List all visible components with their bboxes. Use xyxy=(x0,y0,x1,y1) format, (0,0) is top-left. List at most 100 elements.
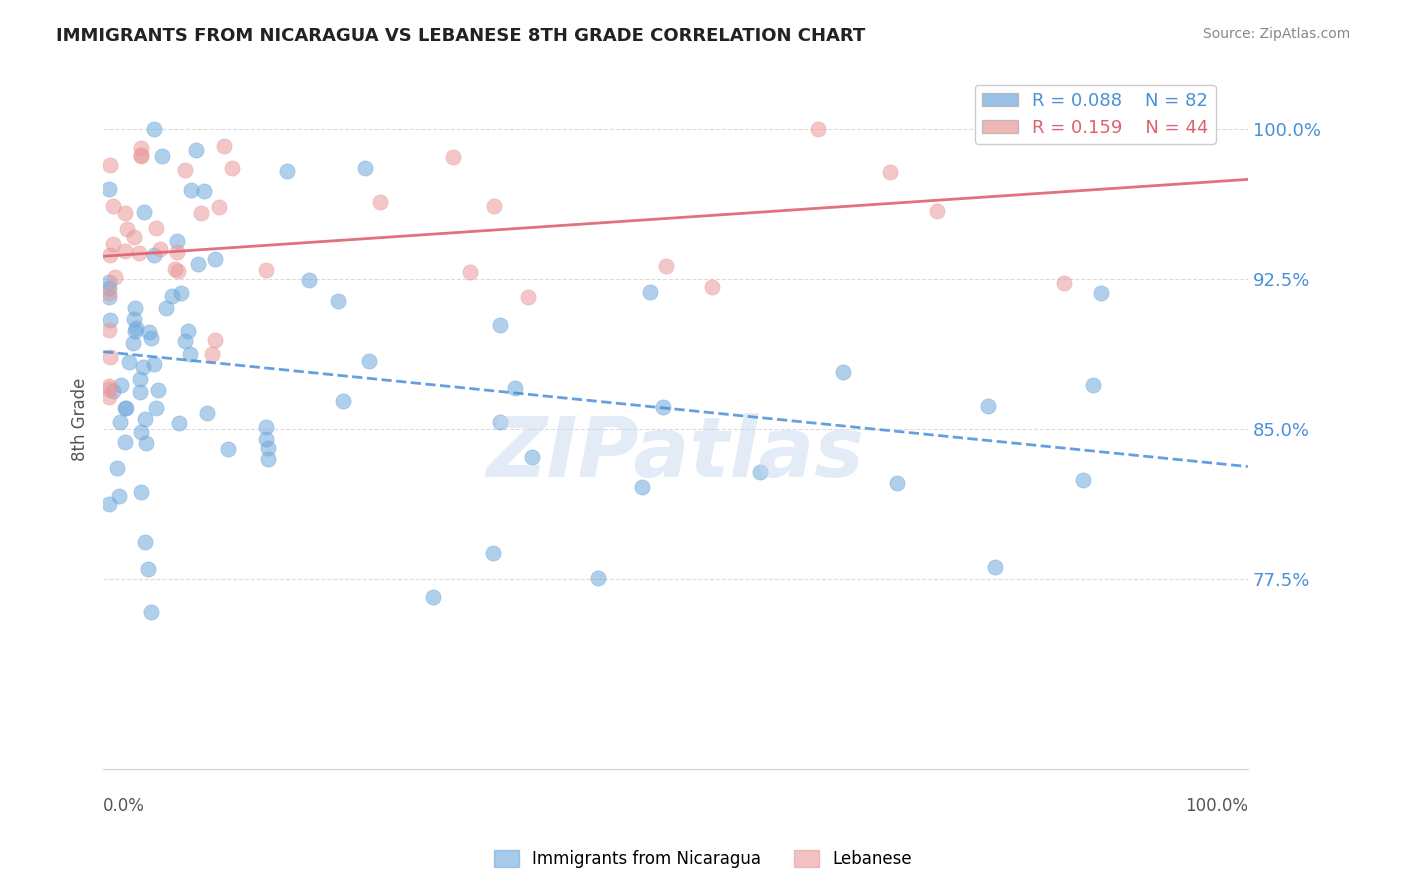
Point xyxy=(276,163,298,178)
Point xyxy=(108,415,131,429)
Point xyxy=(103,237,125,252)
Point xyxy=(139,605,162,619)
Point xyxy=(193,184,215,198)
Point xyxy=(97,497,120,511)
Y-axis label: 8th Grade: 8th Grade xyxy=(72,377,89,460)
Point xyxy=(97,276,120,290)
Text: Source: ZipAtlas.com: Source: ZipAtlas.com xyxy=(1202,27,1350,41)
Point xyxy=(131,149,153,163)
Point xyxy=(201,347,224,361)
Legend: R = 0.088    N = 82, R = 0.159    N = 44: R = 0.088 N = 82, R = 0.159 N = 44 xyxy=(974,85,1216,144)
Point xyxy=(221,161,243,176)
Point xyxy=(97,182,120,196)
Point xyxy=(115,401,138,416)
Point xyxy=(128,372,150,386)
Point xyxy=(138,325,160,339)
Point xyxy=(326,294,349,309)
Point xyxy=(184,143,207,157)
Point xyxy=(586,571,609,585)
Point xyxy=(517,290,540,304)
Point xyxy=(214,139,236,153)
Point xyxy=(145,221,167,235)
Point xyxy=(651,400,673,414)
Point xyxy=(136,562,159,576)
Text: IMMIGRANTS FROM NICARAGUA VS LEBANESE 8TH GRADE CORRELATION CHART: IMMIGRANTS FROM NICARAGUA VS LEBANESE 8T… xyxy=(56,27,866,45)
Point xyxy=(110,377,132,392)
Point xyxy=(97,390,120,404)
Point xyxy=(98,248,121,262)
Point xyxy=(886,475,908,490)
Point xyxy=(180,183,202,197)
Point xyxy=(638,285,661,299)
Point xyxy=(179,347,201,361)
Point xyxy=(150,149,173,163)
Point xyxy=(118,355,141,369)
Point xyxy=(129,425,152,440)
Point xyxy=(129,384,152,399)
Point xyxy=(166,245,188,260)
Point xyxy=(422,590,444,604)
Point xyxy=(97,290,120,304)
Point xyxy=(124,229,146,244)
Point xyxy=(749,465,772,479)
Point xyxy=(114,206,136,220)
Point xyxy=(98,350,121,364)
Text: 100.0%: 100.0% xyxy=(1185,797,1249,815)
Point xyxy=(135,435,157,450)
Point xyxy=(195,406,218,420)
Point xyxy=(1090,285,1112,300)
Point xyxy=(174,334,197,348)
Point xyxy=(97,379,120,393)
Point xyxy=(160,289,183,303)
Point xyxy=(359,354,381,368)
Point xyxy=(173,162,195,177)
Point xyxy=(145,401,167,415)
Point xyxy=(257,441,280,455)
Point xyxy=(124,324,146,338)
Point xyxy=(700,280,723,294)
Point xyxy=(125,321,148,335)
Point xyxy=(1018,121,1040,136)
Point xyxy=(630,480,652,494)
Point xyxy=(170,286,193,301)
Point xyxy=(143,248,166,262)
Point xyxy=(441,150,464,164)
Point xyxy=(97,281,120,295)
Point xyxy=(139,330,162,344)
Point xyxy=(217,442,239,456)
Point xyxy=(298,273,321,287)
Point xyxy=(354,161,377,175)
Point xyxy=(254,432,277,446)
Point xyxy=(134,534,156,549)
Point xyxy=(98,313,121,327)
Point xyxy=(134,205,156,219)
Text: ZIPatlas: ZIPatlas xyxy=(486,414,865,494)
Point xyxy=(166,234,188,248)
Point xyxy=(143,121,166,136)
Point xyxy=(190,206,212,220)
Point xyxy=(124,311,146,326)
Point xyxy=(167,416,190,430)
Point xyxy=(522,450,544,465)
Legend: Immigrants from Nicaragua, Lebanese: Immigrants from Nicaragua, Lebanese xyxy=(486,843,920,875)
Point xyxy=(117,222,139,236)
Point xyxy=(332,393,354,408)
Point xyxy=(257,452,280,467)
Point xyxy=(146,383,169,397)
Point xyxy=(114,401,136,415)
Point xyxy=(1081,378,1104,392)
Point xyxy=(177,324,200,338)
Point xyxy=(149,242,172,256)
Point xyxy=(134,411,156,425)
Point xyxy=(489,415,512,429)
Point xyxy=(129,148,152,162)
Point xyxy=(101,199,124,213)
Point xyxy=(105,460,128,475)
Point xyxy=(103,269,125,284)
Point xyxy=(163,262,186,277)
Point xyxy=(925,203,948,218)
Point xyxy=(368,195,391,210)
Point xyxy=(131,484,153,499)
Point xyxy=(208,200,231,214)
Point xyxy=(204,333,226,347)
